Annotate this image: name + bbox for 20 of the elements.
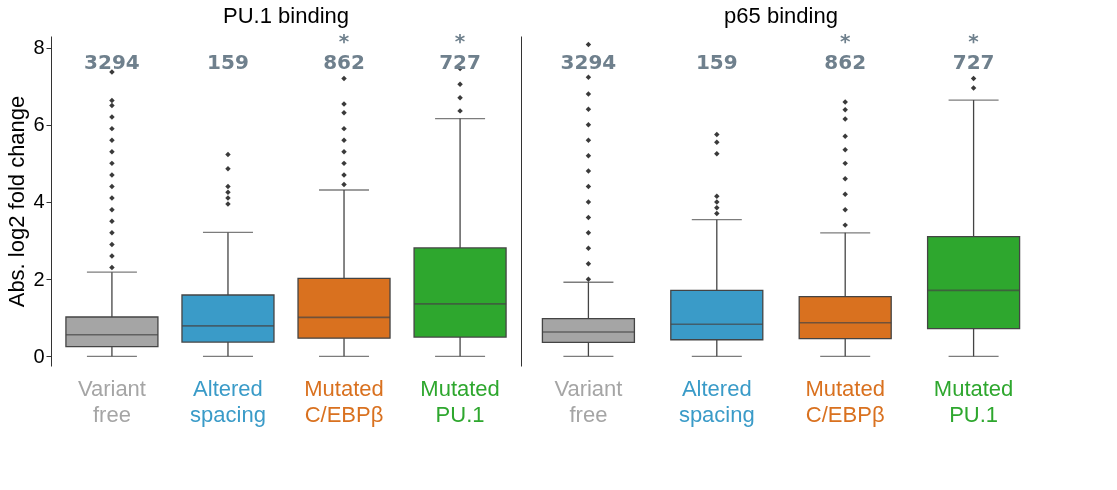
x-tick-label: Altered spacing (678, 375, 755, 427)
y-tick-label: 8 (33, 36, 45, 59)
y-axis-title: Abs. log2 fold change (4, 95, 30, 308)
annotation: 159 (207, 50, 249, 75)
y-tick-label: 4 (33, 190, 45, 213)
x-tick-label: Altered spacing (190, 375, 266, 427)
y-tick-label: 2 (33, 267, 45, 290)
x-tick-label: Mutated PU.1 (420, 375, 500, 427)
x-tick-label: Mutated C/EBPβ (805, 375, 885, 427)
annotation: 3294 (84, 50, 140, 75)
x-tick-label: Variant free (77, 375, 146, 427)
x-tick-label: Mutated C/EBPβ (304, 375, 384, 427)
chart-title: PU.1 binding (223, 3, 349, 29)
y-tick-label: 0 (33, 344, 45, 367)
annotation: 159 (695, 50, 738, 75)
y-tick-label: 6 (33, 113, 45, 136)
chart-title: p65 binding (724, 3, 838, 29)
annotation: 3294 (560, 50, 617, 75)
x-tick-label: Variant free (554, 375, 623, 427)
x-tick-label: Mutated PU.1 (933, 375, 1014, 427)
